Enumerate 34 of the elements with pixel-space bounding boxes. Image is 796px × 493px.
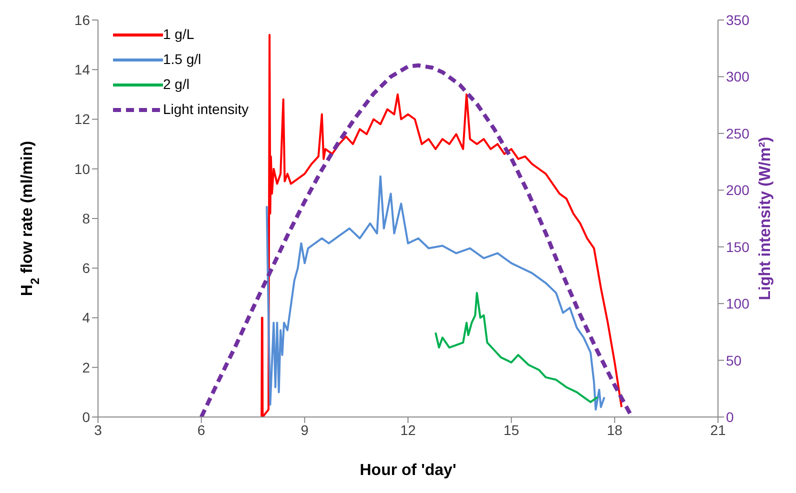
- y-tick-label: 2: [82, 359, 90, 376]
- x-tick-label: 3: [94, 422, 102, 438]
- y2-tick-label: 50: [726, 352, 742, 368]
- x-tick-label: 9: [300, 422, 309, 438]
- y-tick-label: 0: [82, 408, 90, 425]
- line-series: [434, 292, 598, 404]
- legend-label: Light intensity: [163, 100, 249, 119]
- x-tick-label: 21: [710, 422, 726, 438]
- legend-label: 1.5 g/l: [163, 50, 202, 69]
- x-tick-label: 18: [606, 422, 623, 438]
- line-series: [266, 175, 606, 411]
- line-series: [199, 63, 634, 417]
- y2-tick-label: 100: [726, 296, 750, 312]
- x-tick-label: 12: [400, 422, 416, 438]
- y-tick-label: 16: [74, 12, 90, 28]
- x-tick-label: 15: [504, 422, 520, 438]
- legend-label: 2 g/l: [163, 75, 190, 94]
- y-tick-label: 14: [74, 62, 90, 78]
- line-series: [260, 34, 623, 417]
- y2-tick-label: 350: [726, 12, 750, 28]
- x-tick-label: 6: [197, 422, 206, 438]
- y2-axis-title: Light intensity (W/m²): [757, 136, 774, 300]
- y-tick-label: 12: [74, 111, 90, 128]
- x-axis-title: Hour of 'day': [360, 462, 456, 479]
- y-tick-label: 6: [82, 260, 90, 276]
- legend-label: 1 g/L: [163, 25, 194, 44]
- y-tick-label: 8: [82, 210, 90, 226]
- y-tick-label: 4: [82, 310, 90, 326]
- y2-tick-label: 150: [726, 238, 750, 255]
- y2-tick-label: 300: [726, 68, 750, 85]
- y2-tick-label: 250: [726, 125, 750, 142]
- y-tick-label: 10: [74, 160, 90, 177]
- y2-tick-label: 0: [726, 408, 734, 425]
- y2-tick-label: 200: [726, 182, 750, 198]
